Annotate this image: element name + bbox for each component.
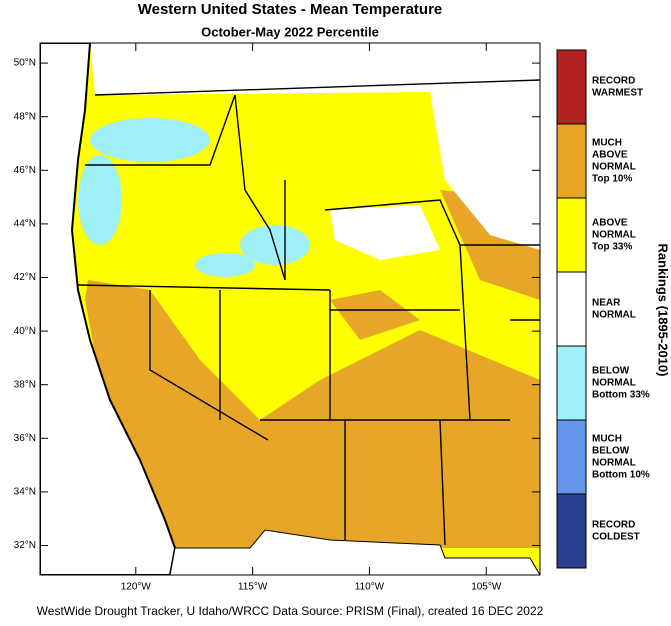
legend-label: NORMAL: [592, 230, 636, 241]
legend-label: NEAR: [592, 298, 621, 309]
legend-label: COLDEST: [592, 532, 640, 543]
legend-label: MUCH: [592, 434, 622, 445]
y-tick-label: 50°N: [14, 58, 36, 69]
y-tick-label: 38°N: [14, 379, 36, 390]
map: [40, 43, 540, 575]
x-tick-label: 120°W: [121, 582, 152, 593]
legend-swatch: [556, 345, 587, 421]
legend-label: NORMAL: [592, 378, 636, 389]
map-frame: [39, 42, 541, 576]
legend-label: NORMAL: [592, 458, 636, 469]
legend-swatch: [556, 197, 587, 273]
legend-label: Top 33%: [592, 242, 632, 253]
legend-swatch: [556, 419, 587, 495]
legend-swatch: [556, 49, 587, 125]
legend-label: Bottom 10%: [592, 470, 650, 481]
legend-swatch: [556, 271, 587, 347]
legend-label: BELOW: [592, 446, 630, 457]
legend-swatch: [556, 493, 587, 569]
legend-label: WARMEST: [592, 88, 643, 99]
legend-label: NORMAL: [592, 162, 636, 173]
legend-label: MUCH: [592, 138, 622, 149]
y-tick-label: 34°N: [14, 487, 36, 498]
legend-label: Bottom 33%: [592, 390, 650, 401]
title: Western United States - Mean Temperature: [138, 1, 443, 18]
y-tick-label: 32°N: [14, 540, 36, 551]
y-tick-label: 46°N: [14, 165, 36, 176]
legend-title: Rankings (1895-2010): [656, 244, 671, 377]
y-tick-label: 48°N: [14, 111, 36, 122]
y-tick-label: 44°N: [14, 219, 36, 230]
legend-swatch: [556, 123, 587, 199]
legend-label: ABOVE: [592, 150, 628, 161]
y-tick-label: 42°N: [14, 272, 36, 283]
x-tick-label: 105°W: [471, 582, 502, 593]
legend-label: Top 10%: [592, 174, 632, 185]
y-tick-label: 36°N: [14, 433, 36, 444]
subtitle: October-May 2022 Percentile: [201, 24, 379, 39]
y-tick-label: 40°N: [14, 326, 36, 337]
legend-label: RECORD: [592, 76, 635, 87]
x-tick-label: 110°W: [355, 582, 385, 593]
legend-label: RECORD: [592, 520, 635, 531]
legend-label: BELOW: [592, 366, 630, 377]
legend-label: ABOVE: [592, 218, 628, 229]
footer: WestWide Drought Tracker, U Idaho/WRCC D…: [37, 604, 544, 618]
x-tick-label: 115°W: [238, 582, 268, 593]
legend-label: NORMAL: [592, 310, 636, 321]
